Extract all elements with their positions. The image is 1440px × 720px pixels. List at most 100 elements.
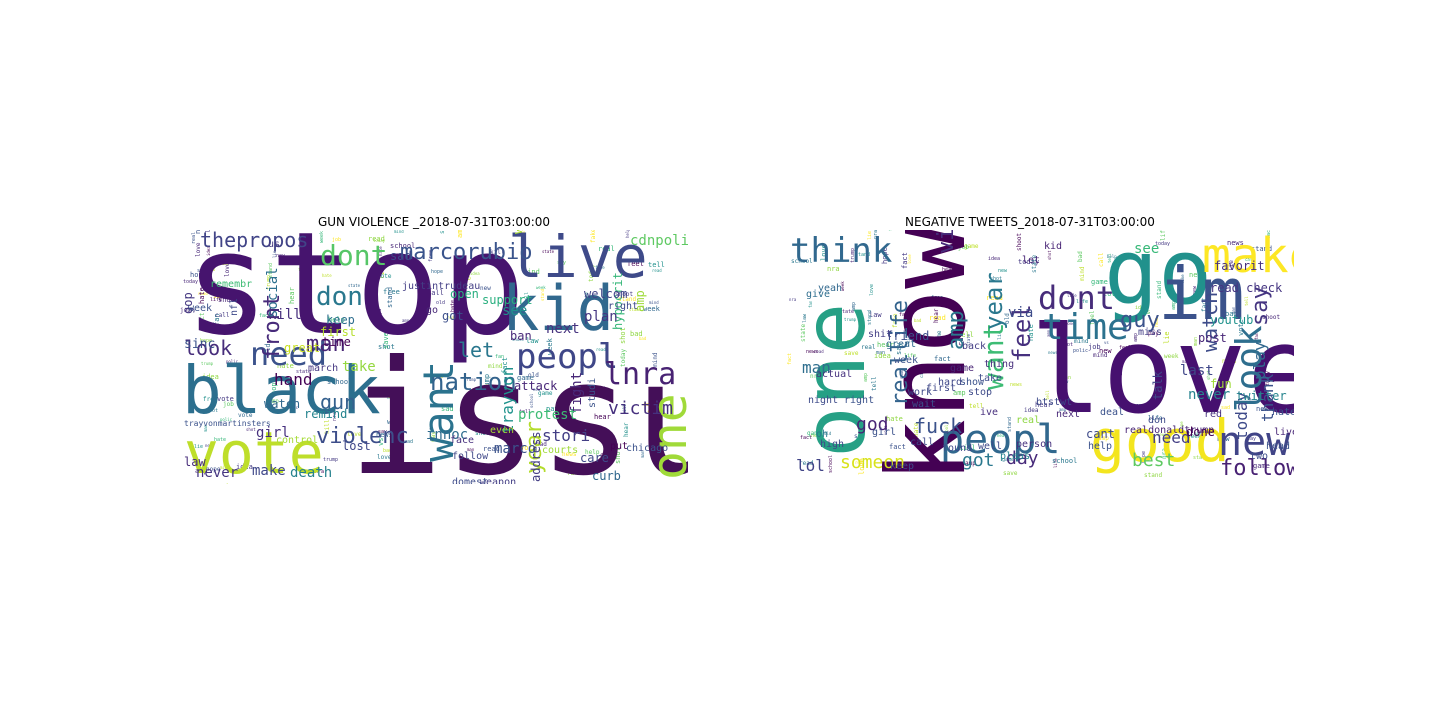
wordcloud-word: marcorubio <box>400 240 533 265</box>
wordcloud-word: im <box>1158 252 1245 336</box>
wordcloud-word: person <box>1016 439 1053 450</box>
wordcloud-word: call <box>910 437 935 448</box>
wordcloud-filler-word: say <box>557 260 567 266</box>
wordcloud-canvas: fan new fake lie real today stand fake polic game… <box>180 230 688 484</box>
wordcloud-filler-word: free <box>383 288 400 296</box>
wordcloud-filler-word: bad <box>219 261 229 267</box>
wordcloud-word: live <box>508 230 648 291</box>
wordcloud-word: amp <box>633 290 647 312</box>
wordcloud-word: time <box>1042 307 1129 348</box>
wordcloud-filler-word: law <box>869 311 882 319</box>
wordcloud-filler-word: save <box>844 350 859 357</box>
wordcloud-filler-word: real <box>447 315 457 320</box>
wordcloud-word: fun <box>1210 377 1232 391</box>
wordcloud-filler-word: job <box>460 275 471 282</box>
wordcloud-word: face <box>450 435 475 446</box>
wordcloud-filler-word: amp <box>953 389 966 397</box>
wordcloud-filler-word: love <box>389 464 399 469</box>
wordcloud-word: violenc <box>316 424 409 449</box>
wordcloud-filler-word: amp <box>402 318 410 323</box>
wordcloud-filler-word: nra <box>810 373 821 380</box>
wordcloud-filler-word: read <box>652 268 662 273</box>
wordcloud-word: found <box>942 443 973 454</box>
wordcloud-filler-word: sad <box>404 439 414 445</box>
wordcloud-filler-word: tell <box>957 331 974 339</box>
wordcloud-word: social <box>265 267 281 318</box>
wordcloud-filler-word: lie <box>194 444 204 450</box>
wordcloud-filler-word: game <box>517 374 534 382</box>
wordcloud-filler-word: week <box>387 418 404 426</box>
wordcloud-filler-word: hope <box>206 466 221 473</box>
wordcloud-filler-word: call <box>215 312 230 319</box>
wordcloud-filler-word: tell <box>483 258 493 263</box>
wordcloud-word: attack <box>514 379 558 393</box>
wordcloud-filler-word: hear <box>997 433 1007 438</box>
wordcloud-word: never <box>1188 387 1231 403</box>
wordcloud-filler-word: news <box>1189 271 1206 279</box>
wordcloud-filler-word: life <box>210 297 223 303</box>
wordcloud-filler-word: shot <box>594 386 607 392</box>
wordcloud-word: trayvonmartinsters <box>184 419 271 428</box>
wordcloud-word: help <box>1088 441 1113 452</box>
wordcloud-word: peopl <box>516 337 619 377</box>
wordcloud-word: man <box>306 332 346 357</box>
wordcloud-filler-word: fake <box>386 395 396 400</box>
wordcloud-word: new <box>1218 419 1291 465</box>
wordcloud-word: let <box>1022 255 1041 266</box>
wordcloud-word: death <box>290 465 333 481</box>
wordcloud-word: game <box>950 363 975 374</box>
wordcloud-word: great <box>886 339 917 350</box>
wordcloud-word: dont <box>1038 279 1116 317</box>
wordcloud-word: girl <box>872 427 897 438</box>
wordcloud-filler-word: tell <box>1258 376 1275 384</box>
wordcloud-word: see <box>502 303 528 319</box>
wordcloud-word: day <box>1006 448 1039 469</box>
wordcloud-filler-word: new <box>1256 405 1269 413</box>
wordcloud-filler-word: fake <box>899 312 912 318</box>
wordcloud-filler-word: week <box>536 285 546 290</box>
wordcloud-word: work <box>908 387 933 398</box>
wordcloud-word: time <box>322 335 351 349</box>
wordcloud-filler-word: shot <box>246 427 256 432</box>
wordcloud-filler-word: amp <box>195 467 208 475</box>
wordcloud-word: vote <box>184 419 324 484</box>
wordcloud-filler-word: polic <box>1073 348 1089 354</box>
wordcloud-word: shit <box>868 329 893 340</box>
wordcloud-filler-word: fan <box>1062 375 1072 381</box>
wordcloud-filler-word: amp <box>1136 403 1146 409</box>
wordcloud-filler-word: mind <box>1093 352 1108 359</box>
wordcloud-filler-word: love <box>1065 321 1075 326</box>
wordcloud-filler-word: shoot <box>475 430 494 437</box>
wordcloud-filler-word: help <box>585 449 600 456</box>
wordcloud-filler-word: sad <box>441 405 454 413</box>
wordcloud-word: nfl <box>229 297 240 316</box>
wordcloud-word: look <box>184 336 233 360</box>
wordcloud-filler-word: feel <box>1119 345 1132 351</box>
wordcloud-filler-word: amp <box>1098 435 1109 442</box>
wordcloud-word: ive <box>980 407 999 418</box>
wordcloud-word: pleas <box>1000 451 1031 462</box>
wordcloud-word: someon <box>840 452 906 473</box>
wordcloud-filler-word: new <box>276 253 286 259</box>
wordcloud-word: two <box>1250 451 1269 462</box>
wordcloud-filler-word: school <box>327 378 353 386</box>
wordcloud-filler-word: tell <box>969 403 984 410</box>
wordcloud-word: year <box>980 272 1008 330</box>
wordcloud-filler-word: stand <box>1144 472 1163 479</box>
wordcloud-filler-word: vote <box>238 412 253 419</box>
wordcloud-word: twitter <box>1236 389 1287 403</box>
wordcloud-word: favorit <box>1214 259 1265 273</box>
wordcloud-word: welcom <box>584 287 628 301</box>
wordcloud-word: show <box>960 377 985 388</box>
wordcloud-filler-word: hate <box>886 415 903 423</box>
wordcloud-filler-word: week <box>643 305 660 313</box>
wordcloud-filler-word: amp <box>965 460 976 467</box>
wordcloud-filler-word: game <box>1253 462 1270 470</box>
wordcloud-word: kill <box>268 307 302 323</box>
wordcloud-filler-word: feel <box>627 260 644 268</box>
wordcloud-filler-word: say <box>1247 436 1257 442</box>
panel-title: NEGATIVE TWEETS_2018-07-31T03:00:00 <box>905 215 1155 229</box>
wordcloud-word: remembr <box>210 279 253 290</box>
wordcloud-word: care <box>580 451 609 465</box>
wordcloud-filler-word: vote <box>217 395 234 403</box>
